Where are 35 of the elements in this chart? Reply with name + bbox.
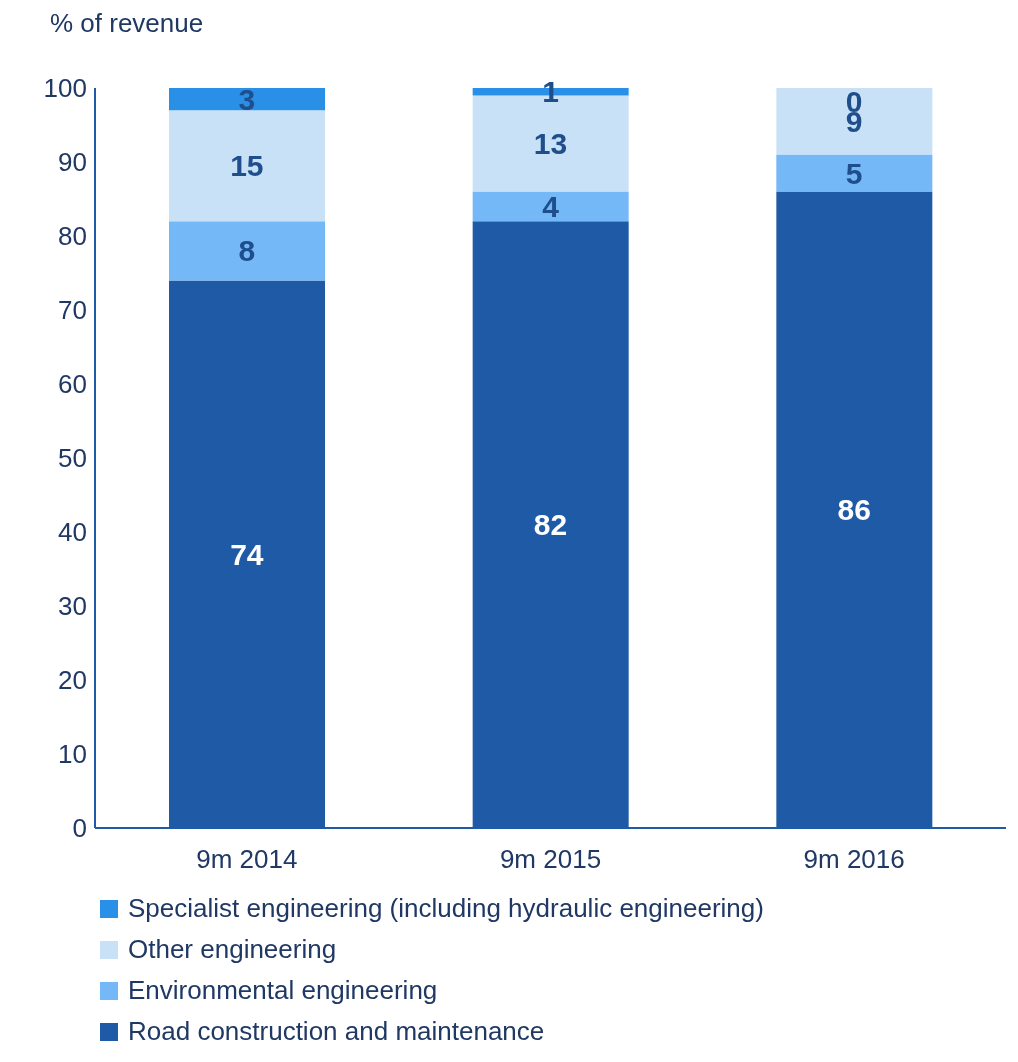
- y-tick-label: 70: [58, 295, 87, 326]
- legend-label: Environmental engineering: [128, 975, 438, 1006]
- y-tick-label: 80: [58, 221, 87, 252]
- y-tick-label: 10: [58, 739, 87, 770]
- x-tick-label: 9m 2015: [499, 844, 602, 875]
- data-label: 13: [533, 127, 568, 160]
- bar: [169, 221, 325, 281]
- y-tick-label: 50: [58, 443, 87, 474]
- data-label: 8: [238, 234, 256, 268]
- data-label: 1: [542, 75, 559, 109]
- x-tick-label: 9m 2014: [196, 844, 298, 875]
- data-label: 4: [542, 189, 560, 223]
- y-tick-label: 100: [43, 73, 87, 104]
- bar: [169, 110, 325, 222]
- bar: [776, 154, 933, 192]
- y-tick-label: 30: [58, 591, 87, 622]
- data-label: 74: [230, 537, 264, 571]
- y-tick-label: 40: [58, 517, 87, 548]
- data-label: 82: [533, 508, 568, 542]
- bar: [472, 191, 629, 222]
- legend-label: Other engineering: [128, 934, 337, 965]
- y-tick-label: 0: [72, 813, 87, 844]
- bar: [169, 88, 325, 111]
- data-label: 86: [837, 493, 871, 527]
- legend-label: Specialist engineering (including hydraulic engineering): [128, 893, 764, 924]
- y-tick-label: 90: [58, 147, 87, 178]
- bar: [776, 88, 933, 155]
- y-tick-label: 20: [58, 665, 87, 696]
- data-label: 15: [230, 149, 264, 183]
- legend-label: Road construction and maintenance: [128, 1016, 545, 1047]
- x-tick-label: 9m 2016: [803, 844, 905, 875]
- y-axis-title: % of revenue: [50, 8, 205, 40]
- data-label: 3: [238, 82, 256, 116]
- data-label: 5: [845, 156, 863, 190]
- y-tick-label: 60: [58, 369, 87, 400]
